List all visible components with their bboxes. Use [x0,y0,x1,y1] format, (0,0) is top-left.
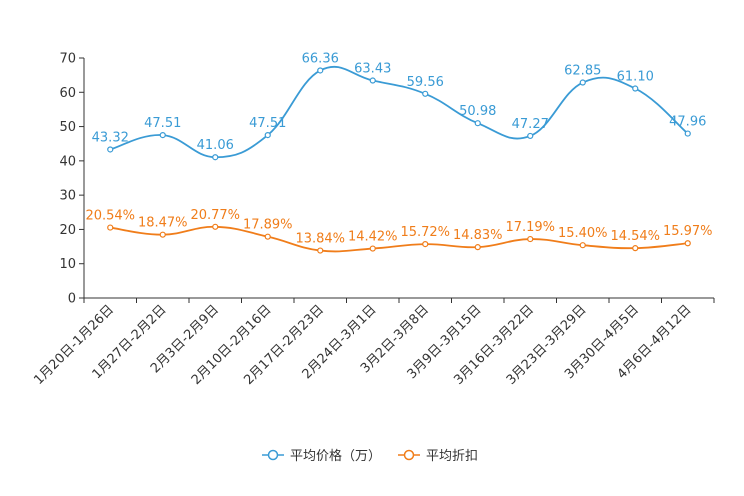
data-label: 47.96 [669,115,706,130]
y-tick-label: 40 [59,154,76,169]
data-label: 43.32 [92,130,129,145]
data-point[interactable] [474,244,481,251]
y-tick-label: 20 [59,223,76,238]
data-label: 66.36 [302,51,339,66]
data-point[interactable] [369,245,376,252]
data-label: 47.27 [512,117,549,132]
y-tick-label: 60 [59,86,76,101]
series: 43.32 47.51 41.06 47.51 66.36 63.43 59.56 50.98… [85,51,713,254]
data-label: 59.56 [407,75,444,90]
data-point[interactable] [317,247,324,254]
data-label: 47.51 [144,116,181,131]
data-label: 18.47% [138,216,188,231]
data-label: 62.85 [564,64,601,79]
data-label: 47.51 [249,116,286,131]
data-point[interactable] [527,235,534,243]
data-point[interactable] [107,146,114,153]
y-axis-ticks: 0 10 20 30 40 50 60 70 [59,52,84,307]
data-point[interactable] [632,245,639,252]
x-axis-ticks: 1月20日-1月26日1月27日-2月2日2月3日-2月9日2月10日-2月16… [31,298,715,388]
data-label: 17.89% [243,218,293,233]
data-point[interactable] [159,132,166,139]
data-label: 15.97% [663,224,713,239]
data-label: 63.43 [354,62,391,77]
data-label: 20.77% [190,208,240,223]
y-tick-label: 0 [68,292,76,307]
y-tick-label: 30 [59,189,76,204]
data-point[interactable] [422,241,429,248]
data-point[interactable] [212,154,219,161]
data-point[interactable] [527,132,534,140]
data-label: 50.98 [459,104,496,119]
series-line [110,225,688,253]
data-point[interactable] [684,130,691,137]
data-point[interactable] [317,67,324,74]
legend-price-marker [267,449,279,461]
data-label: 14.42% [348,230,398,245]
data-point[interactable] [632,85,639,92]
y-tick-label: 10 [59,257,76,272]
data-label: 61.10 [617,70,654,85]
data-label: 13.84% [295,232,345,247]
data-label: 20.54% [85,209,135,224]
axes [83,58,714,299]
legend-item-price[interactable]: 平均价格（万） [262,448,381,464]
data-label: 15.40% [558,226,608,241]
legend-price-label: 平均价格（万） [290,448,381,464]
data-label: 15.72% [400,225,450,240]
data-point[interactable] [579,242,586,249]
y-tick-label: 70 [59,52,76,67]
data-point[interactable] [369,77,376,84]
data-point[interactable] [264,132,271,139]
series-price: 43.32 47.51 41.06 47.51 66.36 63.43 59.56 50.98… [92,51,706,161]
data-point[interactable] [579,79,586,86]
data-point[interactable] [474,120,481,127]
data-point[interactable] [422,90,429,97]
legend-discount-label: 平均折扣 [426,449,478,464]
data-label: 14.54% [610,229,660,244]
legend-item-discount[interactable]: 平均折扣 [398,449,478,464]
series-discount: 20.54% 18.47%20.77%17.89%13.84% 14.42% 15.7… [85,208,713,254]
legend-discount-marker [403,449,415,461]
data-label: 17.19% [505,220,555,235]
data-point[interactable] [264,233,271,240]
data-label: 41.06 [197,138,234,153]
data-point[interactable] [684,240,691,247]
series-line [109,65,689,159]
data-point[interactable] [212,223,219,230]
data-point[interactable] [159,231,166,238]
data-label: 14.83% [453,228,503,243]
legend[interactable]: 平均价格（万） 平均折扣 [262,448,478,464]
y-tick-label: 50 [59,120,76,135]
data-point[interactable] [107,224,114,231]
